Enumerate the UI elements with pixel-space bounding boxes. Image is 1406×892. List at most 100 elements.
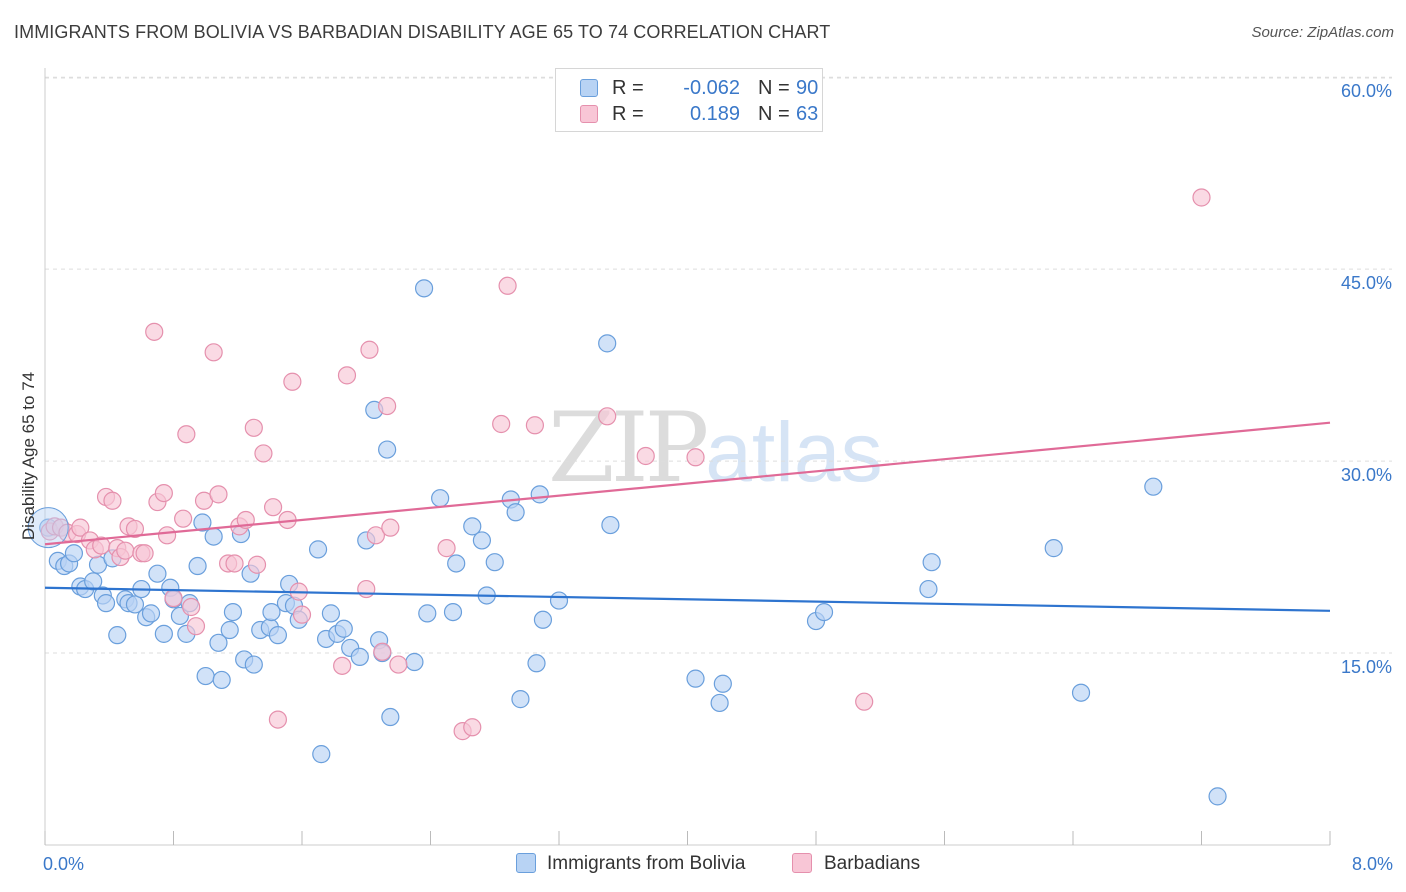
point-barbadians (357, 579, 376, 599)
point-bolivia (223, 602, 243, 622)
point-bolivia (601, 515, 620, 535)
point-barbadians (164, 588, 183, 608)
chart-title: IMMIGRANTS FROM BOLIVIA VS BARBADIAN DIS… (14, 22, 831, 42)
point-bolivia (530, 485, 549, 504)
point-bolivia (919, 579, 938, 599)
point-bolivia (814, 602, 834, 622)
point-bolivia (125, 595, 145, 614)
point-bolivia-cluster (27, 507, 69, 549)
point-bolivia (196, 666, 215, 686)
point-bolivia (312, 745, 331, 764)
point-bolivia (1144, 477, 1163, 496)
y-axis-label: Disability Age 65 to 74 (19, 372, 38, 540)
point-barbadians (209, 485, 228, 504)
point-bolivia (141, 604, 161, 623)
watermark-zip: ZIP (548, 392, 709, 504)
point-barbadians (498, 276, 517, 295)
point-bolivia (527, 654, 546, 673)
point-barbadians (1192, 188, 1211, 207)
y-tick-label: 60.0% (1341, 81, 1392, 101)
point-bolivia (321, 604, 341, 623)
point-barbadians (437, 539, 456, 558)
x-tick-label: 8.0% (1352, 854, 1393, 874)
point-barbadians (268, 710, 288, 729)
point-barbadians (283, 372, 302, 391)
point-barbadians (463, 718, 482, 737)
point-barbadians (204, 343, 223, 362)
point-bolivia (485, 553, 504, 572)
point-barbadians (135, 544, 154, 563)
legend-r-value: 0.189 (689, 103, 740, 125)
point-barbadians (174, 509, 193, 528)
point-bolivia (220, 620, 239, 640)
point-barbadians (157, 526, 177, 545)
point-bolivia (414, 279, 434, 298)
point-bolivia (308, 540, 328, 559)
point-bolivia (405, 652, 424, 672)
point-barbadians (366, 526, 385, 545)
series-barbadians (40, 188, 1211, 741)
point-barbadians (116, 541, 135, 560)
point-bolivia (1071, 683, 1091, 702)
legend-n-label: N = (758, 77, 790, 99)
point-barbadians (254, 444, 273, 463)
point-bolivia (447, 554, 466, 573)
point-barbadians (225, 554, 244, 573)
point-barbadians (337, 366, 357, 385)
watermark-atlas: atlas (705, 405, 883, 499)
point-barbadians (177, 425, 196, 444)
point-barbadians (154, 483, 173, 503)
point-barbadians (333, 656, 352, 675)
point-bolivia (381, 707, 400, 727)
point-bolivia (922, 553, 941, 572)
point-barbadians (389, 655, 408, 674)
x-tick-label: 0.0% (43, 854, 84, 874)
point-bolivia (443, 602, 463, 622)
point-barbadians (247, 555, 267, 574)
point-bolivia (549, 591, 569, 610)
point-barbadians (186, 617, 206, 636)
point-barbadians (244, 418, 263, 437)
point-bolivia (431, 489, 450, 508)
axis-layer (44, 68, 1331, 846)
point-bolivia (350, 647, 369, 666)
point-barbadians (182, 597, 201, 617)
point-bolivia (378, 440, 397, 459)
point-bolivia (533, 610, 553, 629)
point-bolivia (64, 544, 84, 563)
legend-swatch-barbadians (580, 105, 598, 123)
legend-n-label: N = (758, 103, 790, 125)
point-barbadians (373, 642, 392, 661)
point-bolivia (713, 674, 732, 693)
point-barbadians (598, 407, 617, 426)
bottom-legend-label-barbadians: Barbadians (824, 853, 921, 874)
point-barbadians (636, 446, 655, 466)
point-bolivia (188, 556, 207, 576)
bottom-legend-label-bolivia: Immigrants from Bolivia (547, 853, 746, 874)
point-bolivia (212, 670, 231, 690)
point-bolivia (1044, 539, 1063, 558)
point-barbadians (686, 448, 705, 467)
label-layer: 15.0% 30.0% 45.0% 60.0% 0.0% 8.0% Disability A… (19, 81, 1393, 874)
point-bolivia (96, 594, 116, 613)
point-barbadians (145, 322, 164, 341)
point-barbadians (378, 396, 397, 416)
point-barbadians (125, 519, 145, 539)
point-bolivia (511, 690, 530, 709)
trend-layer (44, 421, 1331, 612)
point-bolivia (148, 564, 167, 583)
trendline-bolivia (44, 586, 1331, 612)
watermark: ZIPatlas (548, 398, 883, 502)
legend-n-value: 63 (796, 103, 819, 125)
point-bolivia (598, 334, 617, 353)
bottom-legend-swatch-bolivia (516, 853, 536, 873)
y-tick-label: 45.0% (1341, 273, 1392, 293)
point-barbadians (360, 340, 379, 359)
bottom-legend-swatch-barbadians (792, 853, 812, 873)
point-bolivia (463, 517, 482, 536)
point-bolivia (154, 624, 173, 643)
legend-swatch-bolivia (580, 79, 598, 97)
point-bolivia (262, 602, 281, 622)
